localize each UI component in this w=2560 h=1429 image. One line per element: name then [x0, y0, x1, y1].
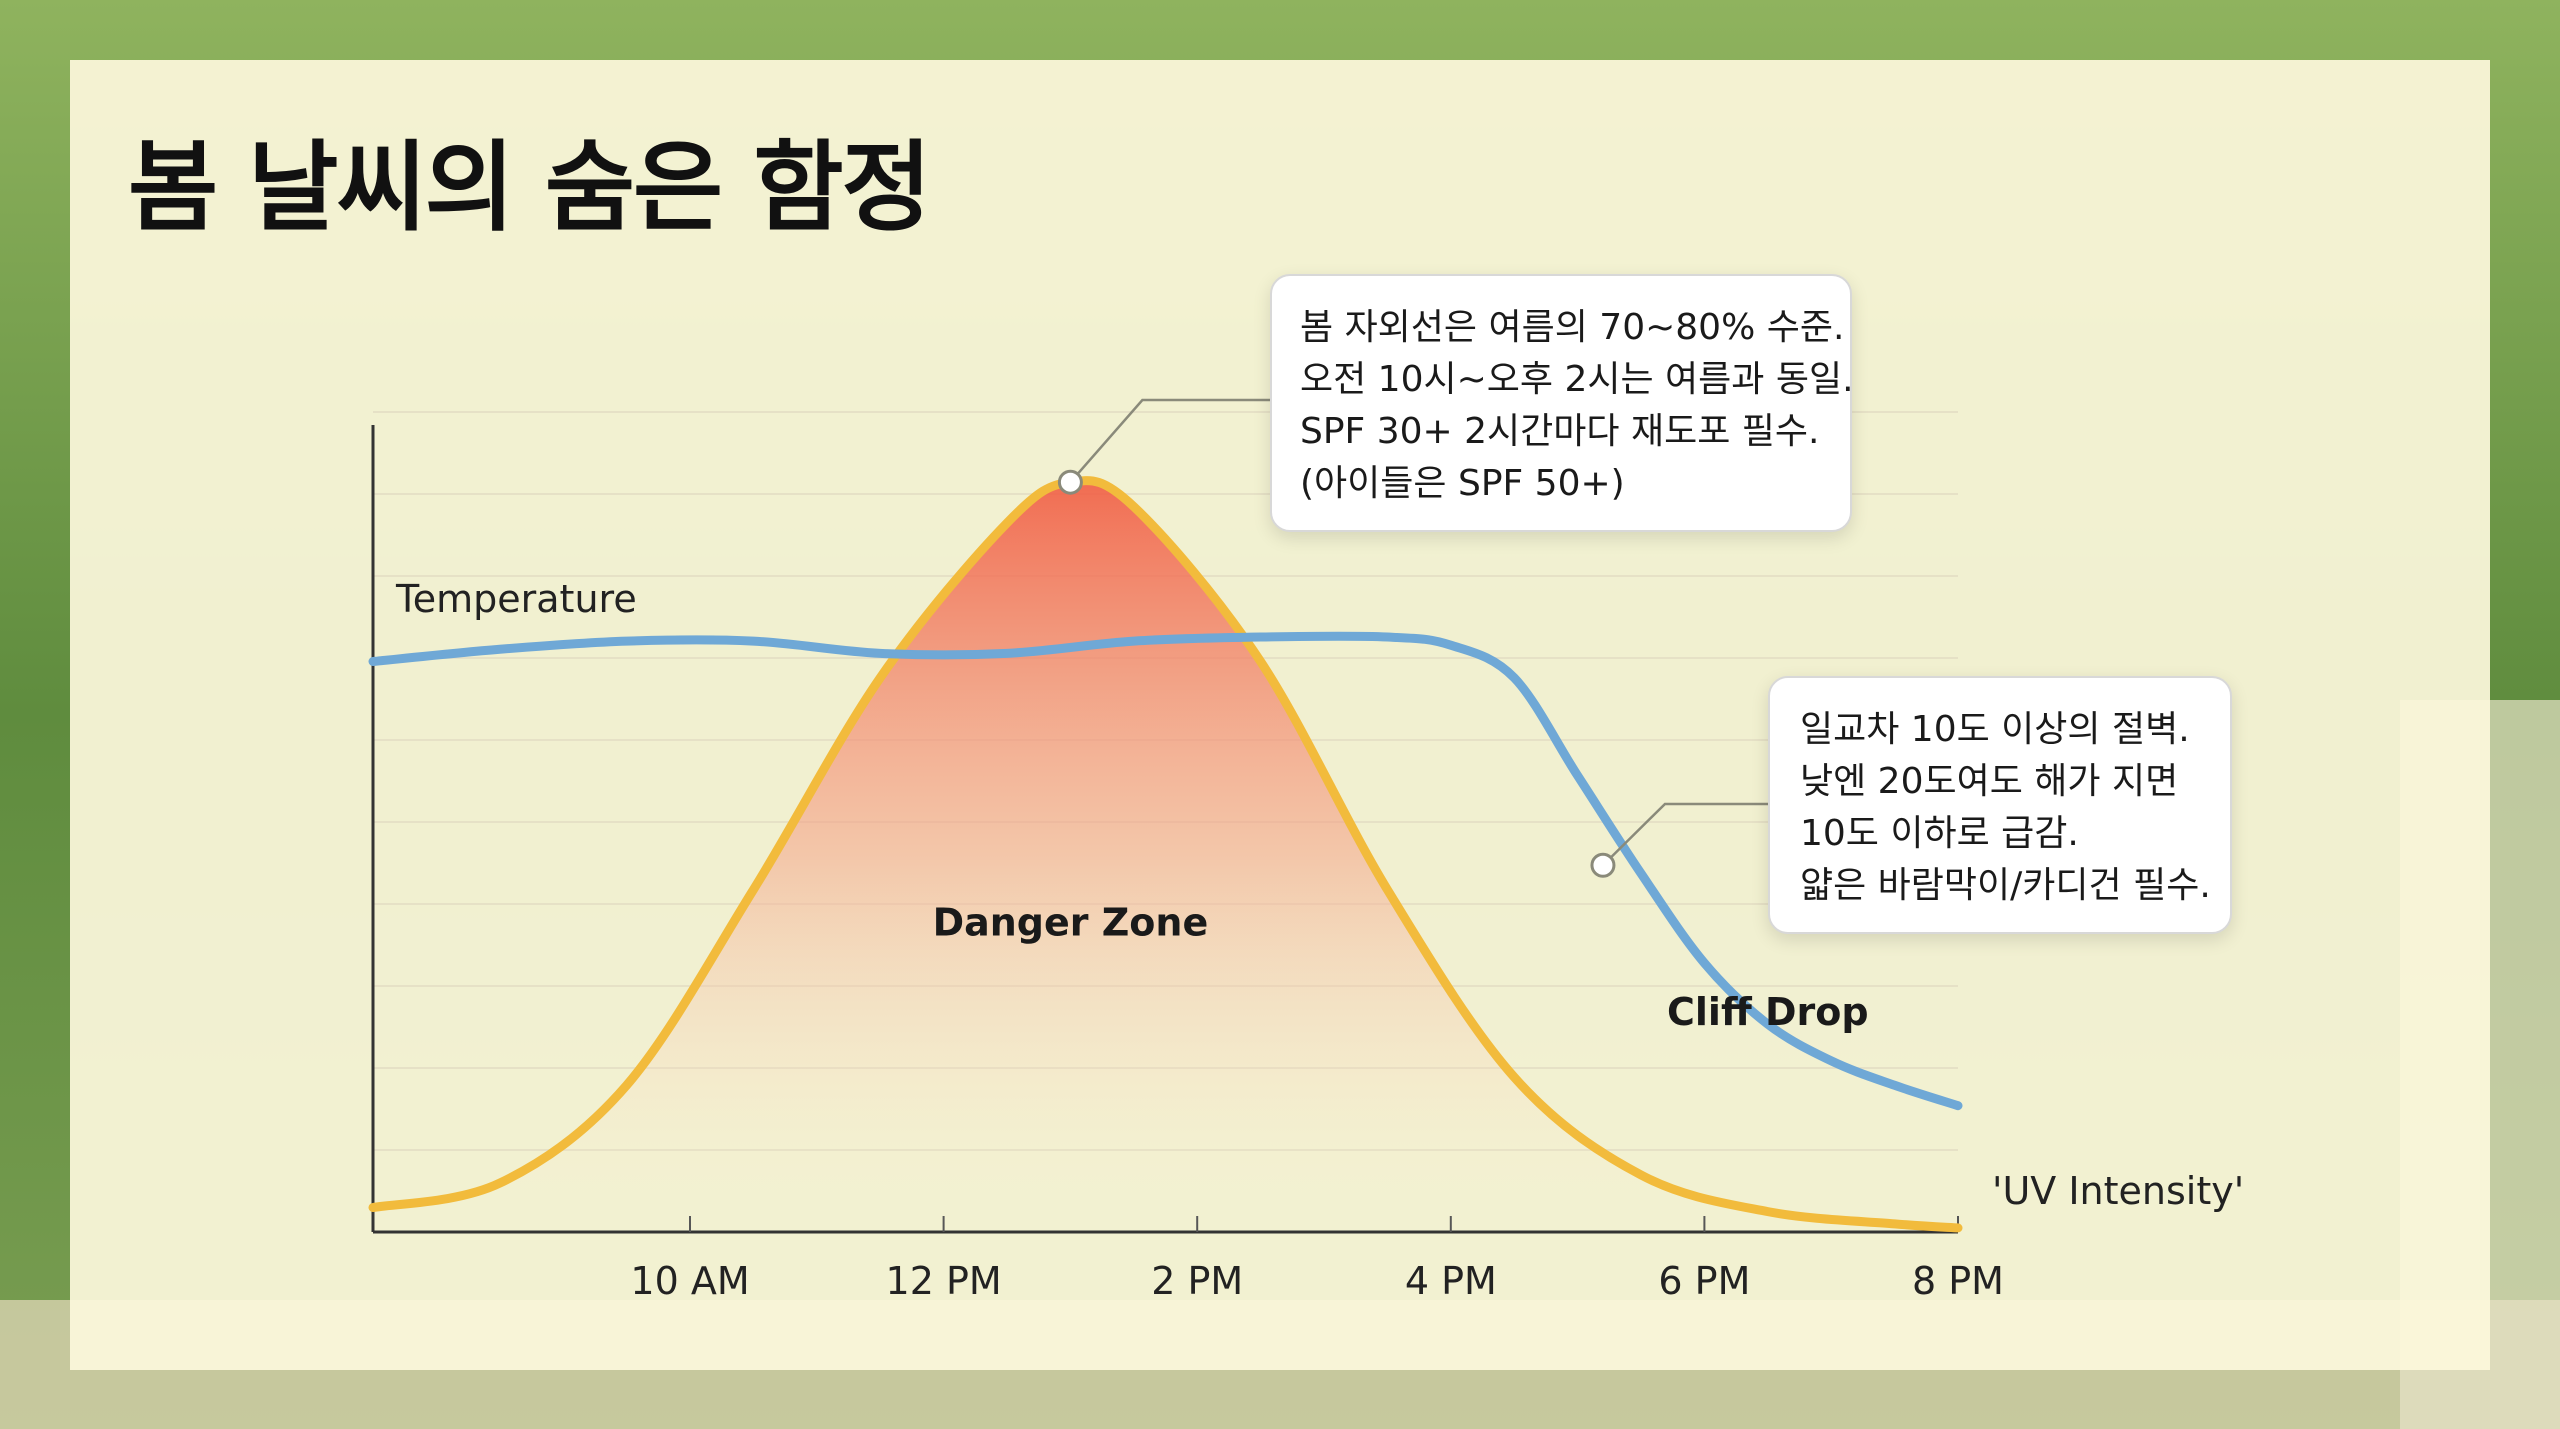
cliff-drop-label: Cliff Drop — [1667, 990, 1869, 1034]
uv-callout-line: (아이들은 SPF 50+) — [1300, 463, 1625, 504]
temperature-callout-box: 일교차 10도 이상의 절벽. 낮엔 20도여도 해가 지면 10도 이하로 급… — [1768, 676, 2232, 934]
uv-intensity-series-label: 'UV Intensity' — [1992, 1169, 2244, 1213]
callout-leader-line — [1069, 398, 1270, 484]
temperature-callout-line: 낮엔 20도여도 해가 지면 — [1800, 761, 2179, 802]
callout-anchor-marker — [1590, 852, 1616, 878]
callout-leaders — [1057, 398, 1768, 878]
slide-title: 봄 날씨의 숨은 함정 — [128, 131, 932, 245]
temperature-series-label: Temperature — [395, 577, 637, 621]
uv-callout-box: 봄 자외선은 여름의 70~80% 수준. 오전 10시~오후 2시는 여름과 … — [1270, 274, 1854, 532]
uv-callout-line: SPF 30+ 2시간마다 재도포 필수. — [1300, 411, 1820, 452]
x-tick-label: 8 PM — [1912, 1259, 2004, 1303]
uv-callout-line: 봄 자외선은 여름의 70~80% 수준. — [1300, 307, 1845, 348]
temperature-callout-line: 10도 이하로 급감. — [1800, 813, 2079, 854]
x-tick-label: 10 AM — [630, 1259, 749, 1303]
x-ticks: 10 AM 12 PM 2 PM 4 PM 6 PM 8 PM — [630, 1216, 2004, 1303]
uv-intensity-line — [368, 476, 1963, 1233]
x-tick-label: 4 PM — [1405, 1259, 1497, 1303]
danger-zone-label: Danger Zone — [933, 900, 1209, 944]
uv-callout-line: 오전 10시~오후 2시는 여름과 동일. — [1300, 359, 1854, 400]
temperature-callout-line: 일교차 10도 이상의 절벽. — [1800, 709, 2190, 750]
callout-leader-line — [1602, 802, 1768, 867]
temperature-callout-line: 얇은 바람막이/카디건 필수. — [1800, 865, 2211, 906]
x-tick-label: 6 PM — [1658, 1259, 1750, 1303]
callout-anchor-marker — [1057, 469, 1083, 495]
x-tick-label: 2 PM — [1151, 1259, 1243, 1303]
temperature-line — [368, 631, 1963, 1111]
x-tick-label: 12 PM — [886, 1259, 1002, 1303]
